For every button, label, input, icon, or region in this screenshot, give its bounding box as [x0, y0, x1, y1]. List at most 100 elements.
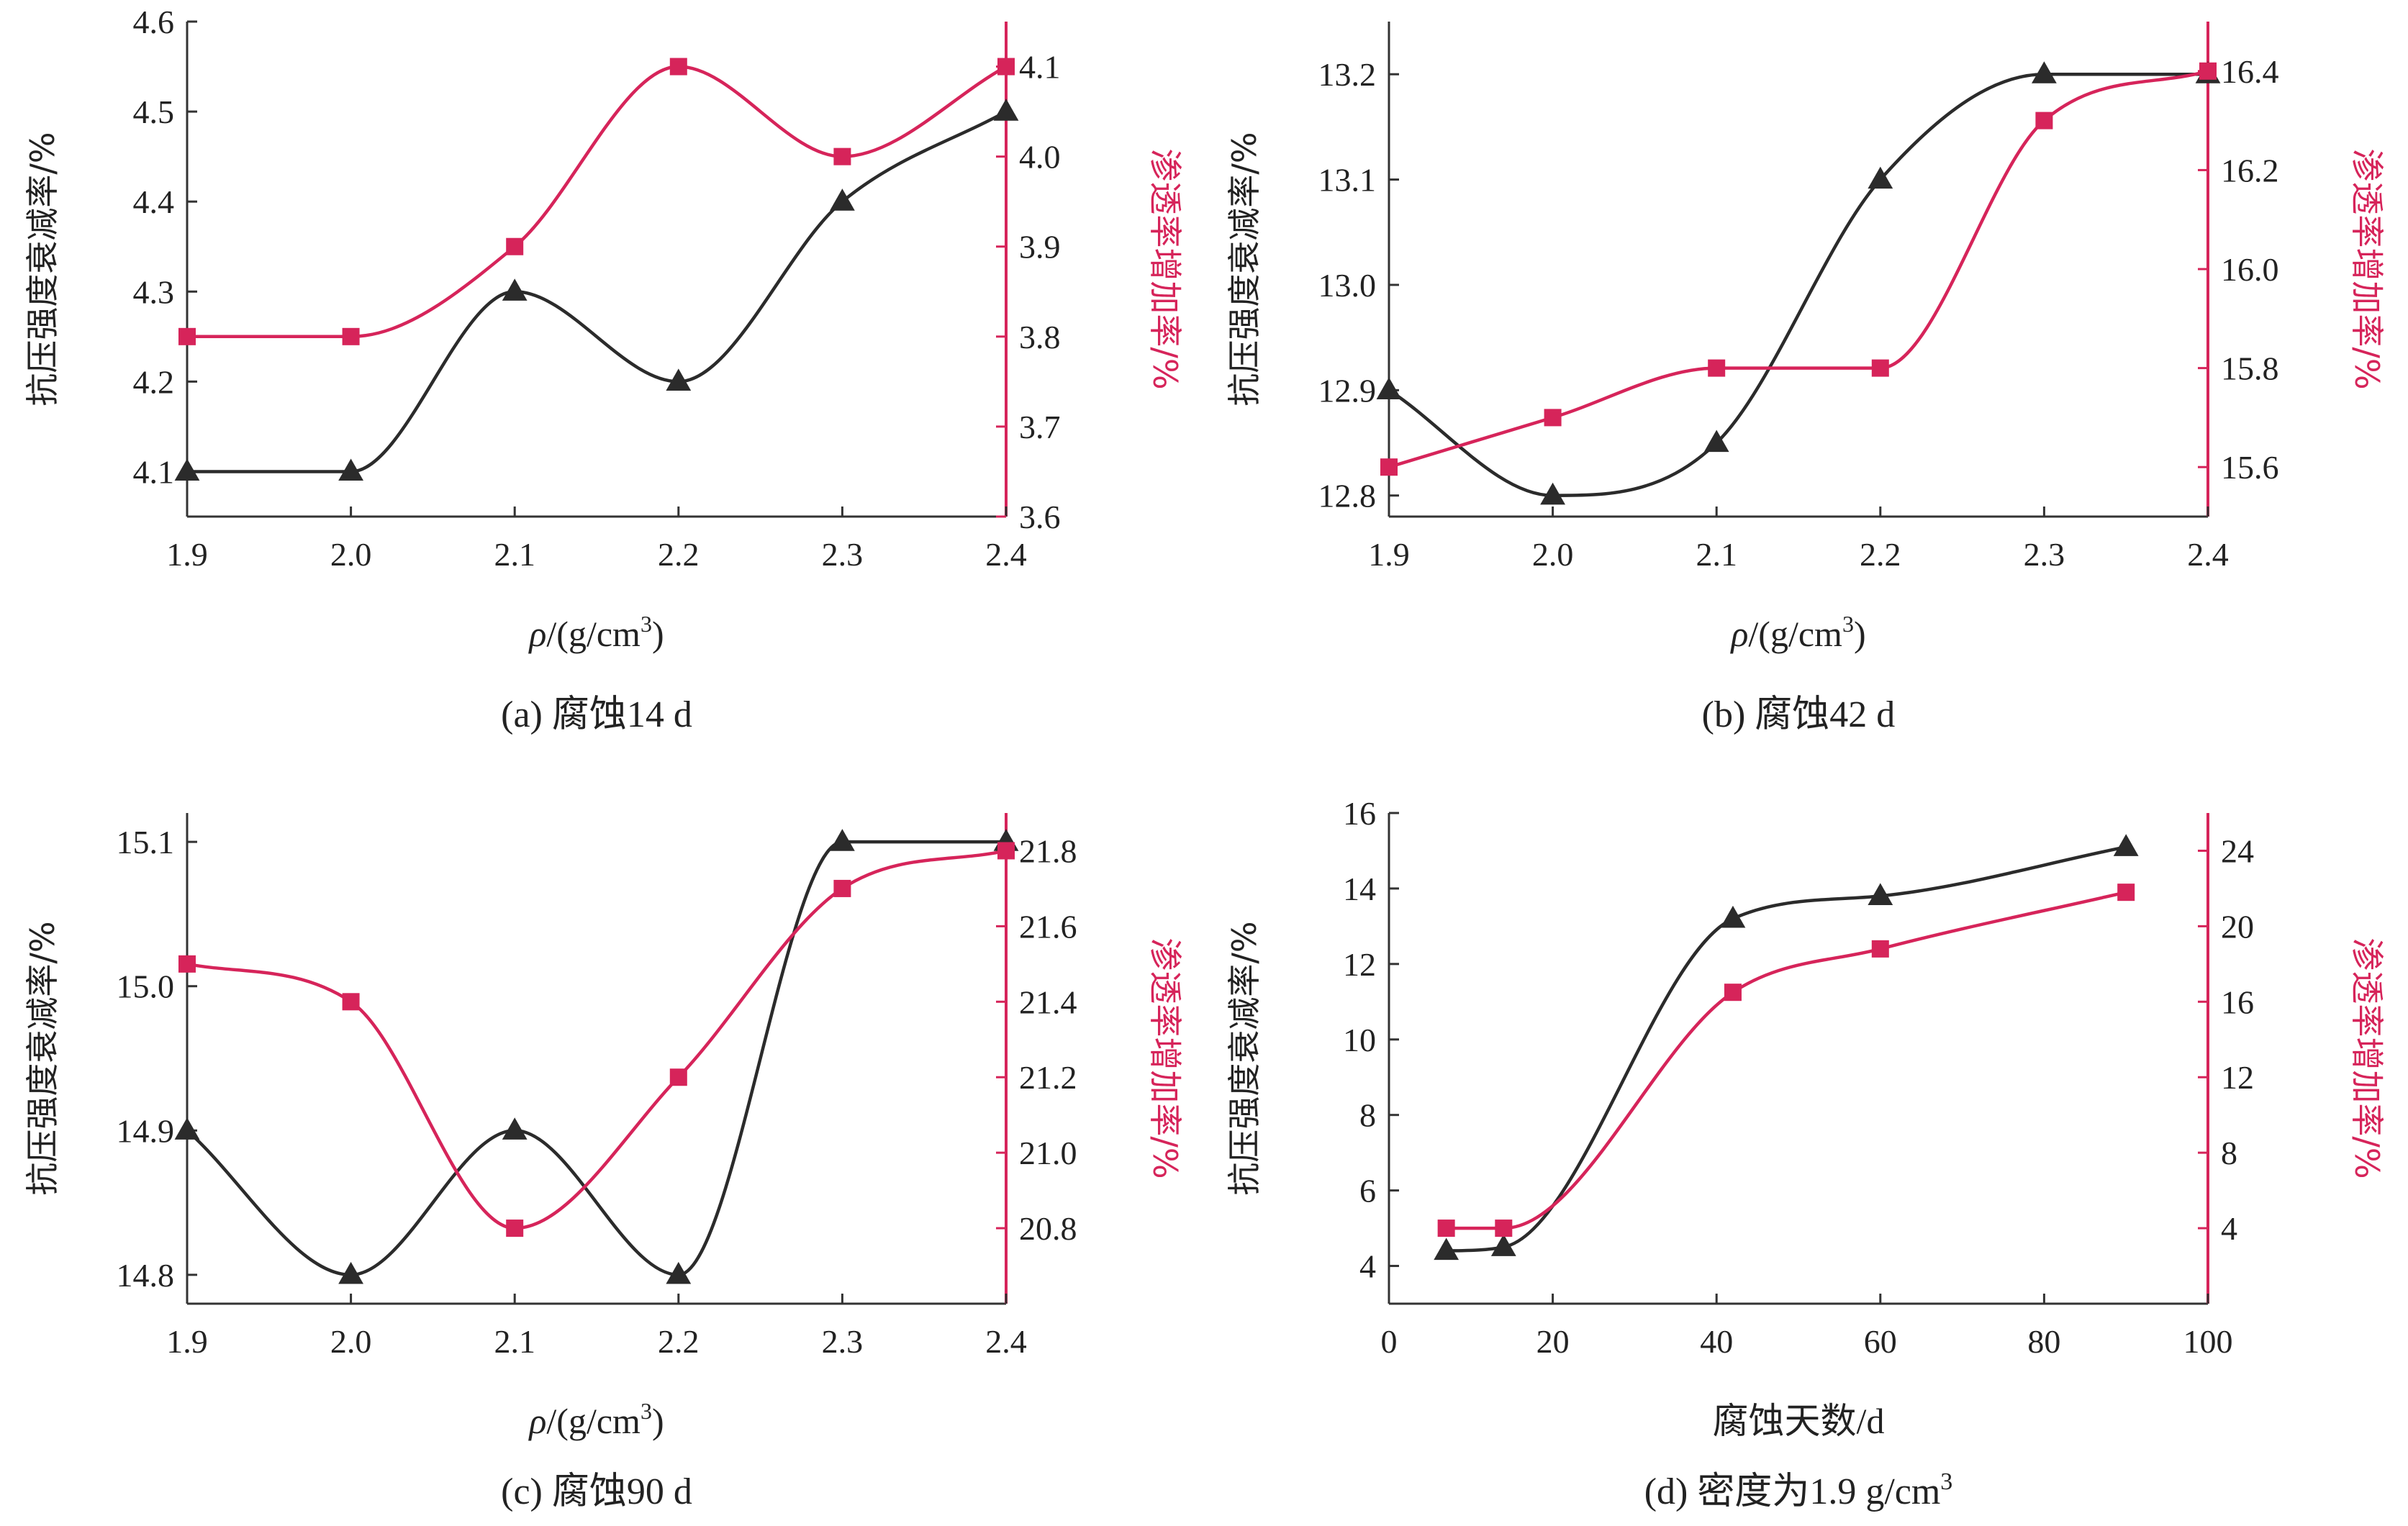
square-point [2117, 884, 2135, 901]
right-y-tick-label: 12 [2221, 1059, 2254, 1096]
left-y-tick-label: 14 [1343, 871, 1376, 907]
panel-caption: (c) 腐蚀90 d [501, 1471, 692, 1512]
square-point [178, 955, 196, 973]
x-tick-label: 2.0 [1532, 536, 1574, 573]
left-y-tick-label: 6 [1359, 1173, 1376, 1209]
x-tick-label: 20 [1536, 1323, 1570, 1360]
left-y-tick-label: 15.1 [117, 824, 175, 860]
left-y-tick-label: 14.8 [117, 1257, 175, 1294]
series-line-1 [1446, 845, 2127, 1253]
triangle-point [830, 189, 855, 211]
x-tick-label: 80 [2027, 1323, 2060, 1360]
right-y-axis-title: 渗透率增加率/% [1146, 937, 1185, 1178]
square-point [342, 993, 360, 1011]
x-tick-label: 2.4 [2187, 536, 2229, 573]
series-line-1 [187, 110, 1008, 473]
x-tick-label: 2.3 [822, 536, 864, 573]
triangle-point [666, 368, 692, 391]
square-point [506, 237, 524, 255]
panel-caption: (d) 密度为1.9 g/cm3 [1644, 1468, 1953, 1512]
left-y-tick-label: 14.9 [117, 1112, 175, 1149]
square-point [1495, 1220, 1513, 1237]
triangle-point [2032, 61, 2057, 83]
right-y-tick-label: 16.2 [2221, 152, 2279, 189]
triangle-point [174, 1117, 200, 1140]
chart-panel-4: 0 20 40 60 80 100 4 6 8 10 12 14 16 4 8 12 16 20 24 抗压强度衰减率… [1225, 795, 2386, 1512]
square-point [2035, 112, 2053, 130]
triangle-point [666, 1261, 692, 1284]
right-y-tick-label: 15.6 [2221, 449, 2279, 486]
right-y-tick-label: 21.4 [1019, 984, 1077, 1020]
right-y-tick-label: 3.9 [1019, 229, 1061, 265]
square-point [997, 58, 1015, 76]
right-y-tick-label: 20 [2221, 908, 2254, 945]
chart-panel-1: 1.9 2.0 2.1 2.2 2.3 2.4 4.1 4.2 4.3 4.4 4.5 4.6 3.6 3… [23, 4, 1185, 735]
square-point [1437, 1220, 1455, 1237]
triangle-point [338, 458, 363, 481]
left-y-tick-label: 4.4 [133, 183, 175, 220]
series-line-1 [186, 840, 1006, 1277]
x-tick-label: 40 [1700, 1323, 1733, 1360]
triangle-point [1720, 905, 1746, 928]
triangle-point [1490, 1234, 1516, 1256]
x-tick-label: 2.3 [2024, 536, 2065, 573]
x-tick-label: 2.3 [822, 1323, 864, 1360]
left-y-tick-label: 12.9 [1318, 372, 1377, 409]
triangle-point [502, 1117, 528, 1140]
x-tick-label: 2.1 [494, 1323, 535, 1360]
triangle-point [993, 99, 1019, 121]
square-point [1724, 984, 1742, 1002]
left-y-axis-title: 抗压强度衰减率/% [23, 921, 62, 1195]
x-tick-label: 2.4 [985, 536, 1027, 573]
series-line-2 [1388, 69, 2209, 469]
series-line-1 [1388, 72, 2208, 497]
left-y-axis-title: 抗压强度衰减率/% [23, 132, 62, 406]
right-y-tick-label: 16.4 [2221, 53, 2279, 90]
left-y-tick-label: 4.1 [133, 453, 175, 490]
left-y-tick-label: 12.8 [1318, 478, 1377, 514]
x-tick-label: 2.1 [1696, 536, 1737, 573]
right-y-tick-label: 21.6 [1019, 908, 1077, 945]
right-y-tick-label: 4 [2221, 1210, 2237, 1247]
right-y-tick-label: 3.6 [1019, 499, 1061, 535]
chart-panel-3: 1.9 2.0 2.1 2.2 2.3 2.4 14.8 14.9 15.0 15.1 20.8 21… [23, 813, 1185, 1512]
x-tick-label: 2.2 [658, 536, 700, 573]
left-y-tick-label: 10 [1343, 1022, 1376, 1058]
left-y-tick-label: 13.1 [1318, 162, 1377, 199]
left-y-axis-title: 抗压强度衰减率/% [1225, 132, 1264, 406]
square-point [669, 1068, 687, 1086]
triangle-point [2113, 834, 2139, 856]
triangle-point [338, 1261, 363, 1284]
left-y-axis-title: 抗压强度衰减率/% [1225, 921, 1264, 1195]
right-y-tick-label: 24 [2221, 832, 2254, 869]
right-y-tick-label: 4.0 [1019, 139, 1061, 176]
right-y-axis-title: 渗透率增加率/% [1146, 148, 1185, 389]
x-axis-title: ρ/(g/cm3) [1729, 611, 1865, 654]
square-point [1380, 458, 1398, 476]
triangle-point [1868, 883, 1893, 906]
left-y-tick-label: 4 [1359, 1248, 1376, 1285]
square-point [1871, 940, 1889, 958]
square-point [1544, 409, 1562, 427]
square-point [833, 147, 851, 165]
square-point [1871, 359, 1889, 377]
panel-caption: (b) 腐蚀42 d [1702, 694, 1896, 735]
right-y-tick-label: 15.8 [2221, 350, 2279, 387]
square-point [1708, 359, 1726, 377]
square-point [669, 58, 687, 76]
triangle-point [1868, 166, 1893, 189]
x-tick-label: 2.0 [330, 536, 372, 573]
triangle-point [1540, 482, 1565, 505]
x-tick-label: 2.4 [985, 1323, 1027, 1360]
left-y-tick-label: 8 [1359, 1097, 1376, 1134]
right-y-axis-title: 渗透率增加率/% [2348, 148, 2386, 389]
left-y-tick-label: 16 [1343, 795, 1376, 832]
x-axis-title: ρ/(g/cm3) [528, 1398, 664, 1441]
series-line-2 [186, 849, 1007, 1230]
x-tick-label: 1.9 [166, 1323, 208, 1360]
right-y-axis-title: 渗透率增加率/% [2348, 937, 2386, 1178]
square-point [2199, 62, 2217, 80]
x-tick-label: 60 [1864, 1323, 1897, 1360]
left-y-tick-label: 13.2 [1318, 56, 1377, 93]
